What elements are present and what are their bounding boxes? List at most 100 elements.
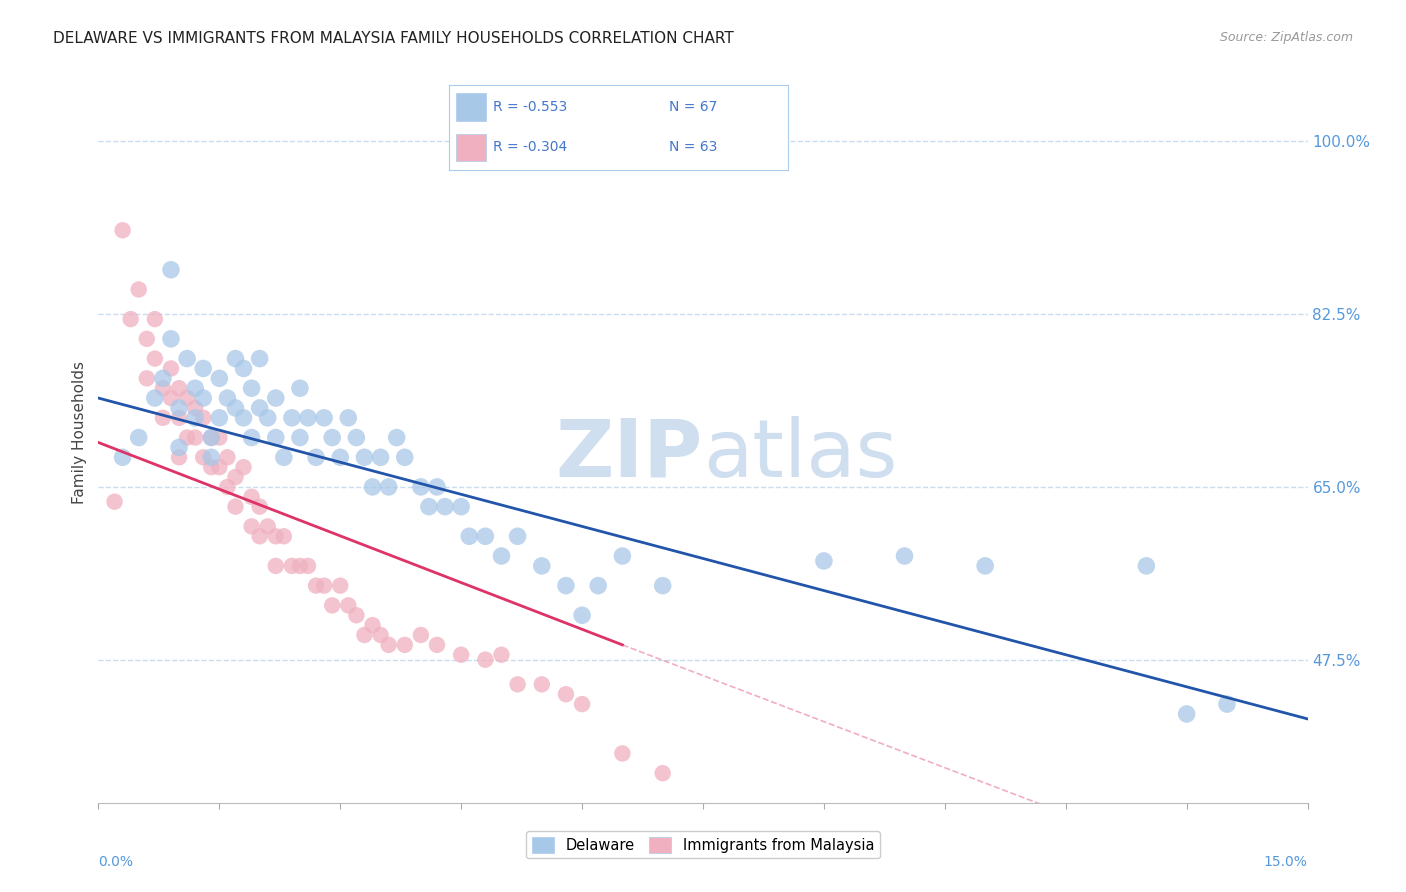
Point (329, 450, 352, 465)
Point (232, 361, 254, 376)
Y-axis label: Family Households: Family Households (72, 361, 87, 504)
Point (184, 410, 207, 425)
Point (167, 441, 190, 455)
Text: Source: ZipAtlas.com: Source: ZipAtlas.com (1219, 31, 1353, 45)
Point (193, 361, 215, 376)
Point (217, 450, 239, 465)
Legend: Delaware, Immigrants from Malaysia: Delaware, Immigrants from Malaysia (526, 830, 880, 858)
Point (264, 529, 287, 543)
Point (200, 431, 222, 445)
Point (281, 558, 304, 573)
Point (176, 391, 198, 405)
Point (273, 529, 295, 543)
Point (409, 628, 432, 642)
Point (651, 579, 673, 593)
Point (305, 450, 328, 465)
Point (288, 558, 311, 573)
Point (418, 500, 440, 514)
Point (240, 490, 263, 504)
Point (297, 558, 319, 573)
Point (321, 599, 343, 613)
Point (273, 450, 295, 465)
Point (491, 648, 513, 662)
Point (571, 697, 593, 711)
Point (426, 638, 449, 652)
Point (1135, 558, 1157, 573)
Point (184, 431, 207, 445)
Point (434, 500, 457, 514)
Point (184, 401, 207, 415)
Point (128, 431, 150, 445)
Point (377, 638, 399, 652)
Point (160, 262, 183, 277)
Point (264, 431, 287, 445)
Point (256, 519, 278, 533)
Point (651, 766, 673, 780)
Point (264, 391, 287, 405)
Point (612, 747, 634, 761)
Point (344, 608, 367, 623)
Point (264, 558, 287, 573)
Point (314, 579, 336, 593)
Point (217, 391, 239, 405)
Point (208, 431, 231, 445)
Point (1216, 697, 1239, 711)
Point (152, 410, 174, 425)
Point (193, 391, 215, 405)
Point (224, 470, 246, 484)
Point (193, 450, 215, 465)
Point (337, 599, 360, 613)
Point (240, 431, 263, 445)
Point (160, 332, 183, 346)
Point (555, 579, 578, 593)
Point (224, 351, 246, 366)
Point (305, 579, 328, 593)
Point (288, 431, 311, 445)
Point (361, 480, 384, 494)
Point (232, 410, 254, 425)
Point (361, 618, 384, 632)
Point (249, 401, 271, 415)
Point (474, 653, 496, 667)
Point (249, 500, 271, 514)
Point (385, 431, 408, 445)
Point (193, 410, 215, 425)
Point (450, 648, 472, 662)
Point (370, 450, 392, 465)
Point (458, 529, 481, 543)
Point (249, 529, 271, 543)
Point (506, 677, 529, 691)
Point (120, 312, 142, 326)
Point (426, 480, 449, 494)
Point (135, 332, 157, 346)
Point (288, 381, 311, 395)
Text: 15.0%: 15.0% (1264, 855, 1308, 869)
Point (530, 558, 553, 573)
Point (353, 628, 375, 642)
Point (135, 371, 157, 385)
Point (893, 549, 915, 563)
Point (200, 431, 222, 445)
Point (224, 500, 246, 514)
Point (249, 351, 271, 366)
Point (143, 351, 166, 366)
Point (281, 410, 304, 425)
Point (152, 381, 174, 395)
Point (152, 371, 174, 385)
Point (586, 579, 609, 593)
Point (200, 460, 222, 475)
Point (530, 677, 553, 691)
Point (176, 431, 198, 445)
Point (394, 450, 416, 465)
Point (167, 381, 190, 395)
Point (1175, 706, 1198, 721)
Point (111, 223, 134, 237)
Text: DELAWARE VS IMMIGRANTS FROM MALAYSIA FAMILY HOUSEHOLDS CORRELATION CHART: DELAWARE VS IMMIGRANTS FROM MALAYSIA FAM… (53, 31, 734, 46)
Point (329, 579, 352, 593)
Point (612, 549, 634, 563)
Point (491, 549, 513, 563)
Point (314, 410, 336, 425)
Point (160, 361, 183, 376)
Point (200, 450, 222, 465)
Point (167, 410, 190, 425)
